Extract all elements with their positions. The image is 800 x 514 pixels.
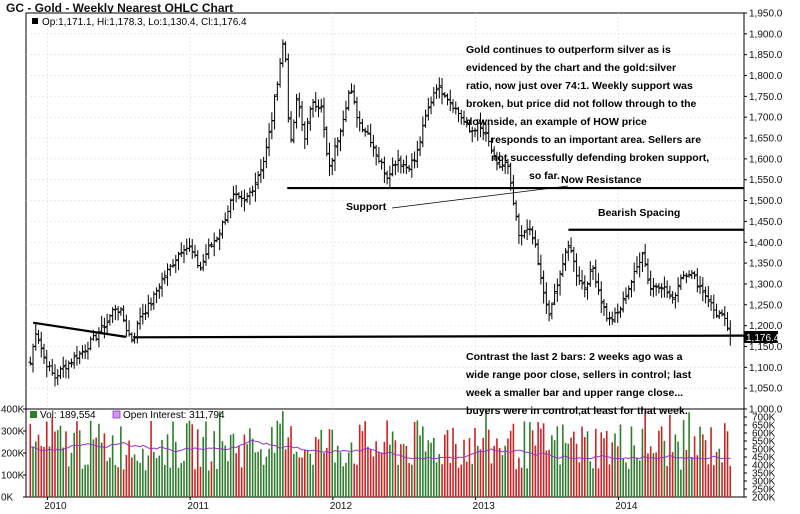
price-tick-label: 1,200.0 bbox=[749, 321, 783, 332]
oi-tick-label: 200K bbox=[752, 493, 776, 504]
main-comment-line: evidenced by the chart and the gold:silv… bbox=[466, 62, 676, 74]
price-legend-swatch bbox=[32, 18, 38, 24]
volume-legend: Vol: 189,554 bbox=[40, 410, 96, 421]
oi-tick-label: 450K bbox=[752, 453, 776, 464]
now-resistance-label: Now Resistance bbox=[561, 174, 642, 186]
oi-tick-label: 350K bbox=[752, 469, 776, 480]
volume-legend-swatch bbox=[30, 411, 37, 418]
volume-bars bbox=[29, 411, 732, 497]
main-comment-line: downside, an example of HOW price bbox=[466, 116, 647, 128]
trendlines bbox=[32, 186, 745, 339]
main-comment-line: ratio, now just over 74:1. Weekly suppor… bbox=[466, 80, 693, 92]
price-tick-label: 1,150.0 bbox=[749, 342, 783, 353]
oi-tick-label: 500K bbox=[752, 445, 776, 456]
contrast-comment-line: wide range poor close, sellers in contro… bbox=[465, 369, 692, 381]
last-price-tag-bg bbox=[744, 331, 778, 343]
oi-tick-label: 550K bbox=[752, 437, 776, 448]
price-tick-label: 1,250.0 bbox=[749, 300, 783, 311]
contrast-comment-line: buyers were in control,at least for that… bbox=[466, 405, 688, 417]
price-bars bbox=[28, 39, 733, 387]
price-tick-label: 1,400.0 bbox=[749, 238, 783, 249]
oi-tick-label: 600K bbox=[752, 429, 776, 440]
main-comment-line: responds to an important area. Sellers a… bbox=[491, 134, 701, 146]
price-tick-label: 1,300.0 bbox=[749, 279, 783, 290]
volume-tick-label: 0K bbox=[1, 493, 14, 504]
contrast-comment: Contrast the last 2 bars: 2 weeks ago wa… bbox=[465, 351, 694, 417]
price-tick-label: 1,350.0 bbox=[749, 259, 783, 270]
bearish-spacing-label: Bearish Spacing bbox=[598, 207, 680, 219]
price-tick-label: 1,500.0 bbox=[749, 196, 783, 207]
open-interest-series bbox=[30, 439, 731, 460]
volume-tick-label: 400K bbox=[1, 405, 25, 416]
volume-tick-label: 300K bbox=[1, 427, 25, 438]
contrast-comment-line: Contrast the last 2 bars: 2 weeks ago wa… bbox=[466, 351, 683, 363]
price-tick-label: 1,700.0 bbox=[749, 113, 783, 124]
open-interest-line bbox=[30, 439, 731, 460]
oi-tick-label: 400K bbox=[752, 461, 776, 472]
price-tick-label: 1,550.0 bbox=[749, 175, 783, 186]
price-tick-label: 1,600.0 bbox=[749, 154, 783, 165]
price-tick-label: 1,900.0 bbox=[749, 29, 783, 40]
oi-tick-label: 300K bbox=[752, 477, 776, 488]
year-label: 2013 bbox=[473, 501, 496, 512]
chart-title: GC - Gold - Weekly Nearest OHLC Chart bbox=[6, 1, 234, 15]
main-comment-line: broken, but price did not follow through… bbox=[466, 98, 697, 110]
price-tick-label: 1,000.0 bbox=[749, 405, 783, 416]
price-tick-label: 1,100.0 bbox=[749, 363, 783, 374]
price-panel bbox=[25, 12, 745, 410]
volume-tick-label: 200K bbox=[1, 449, 25, 460]
last-price-tag: 1,176.4 bbox=[746, 333, 780, 344]
price-tick-label: 1,750.0 bbox=[749, 92, 783, 103]
volume-tick-label: 100K bbox=[1, 471, 25, 482]
main-comment: Gold continues to outperform silver as i… bbox=[466, 44, 712, 182]
price-legend: Op:1,171.1, Hi:1,178.3, Lo:1,130.4, Cl:1… bbox=[42, 17, 247, 28]
price-tick-label: 1,050.0 bbox=[749, 384, 783, 395]
main-comment-line: not successfully defending broken suppor… bbox=[491, 152, 709, 164]
price-tick-label: 1,450.0 bbox=[749, 217, 783, 228]
year-label: 2010 bbox=[44, 501, 67, 512]
trendline-declining-support bbox=[32, 321, 127, 338]
year-label: 2011 bbox=[187, 501, 209, 512]
oi-tick-label: 700K bbox=[752, 413, 776, 424]
oi-legend: Open Interest: 311,794 bbox=[123, 410, 225, 421]
main-comment-line: so far. bbox=[529, 170, 560, 182]
price-tick-label: 1,850.0 bbox=[749, 50, 783, 61]
price-tick-label: 1,800.0 bbox=[749, 71, 783, 82]
support-label: Support bbox=[346, 201, 387, 213]
oi-legend-swatch bbox=[112, 410, 121, 419]
year-label: 2014 bbox=[615, 501, 638, 512]
price-tick-label: 1,650.0 bbox=[749, 134, 783, 145]
trendline-long-term-support bbox=[133, 334, 745, 339]
contrast-comment-line: week a smaller bar and upper range close… bbox=[465, 387, 683, 399]
now-resistance-pointer bbox=[391, 185, 569, 209]
oi-tick-label: 250K bbox=[752, 485, 776, 496]
grid-lines bbox=[26, 13, 744, 497]
axes: 1,000.0 1,050.0 1,100.0 1,150.0 1,200.0 1,250… bbox=[1, 9, 783, 513]
price-tick-label: 1,950.0 bbox=[749, 9, 783, 20]
year-label: 2012 bbox=[330, 501, 353, 512]
main-comment-line: Gold continues to outperform silver as i… bbox=[466, 44, 671, 56]
oi-tick-label: 650K bbox=[752, 421, 776, 432]
